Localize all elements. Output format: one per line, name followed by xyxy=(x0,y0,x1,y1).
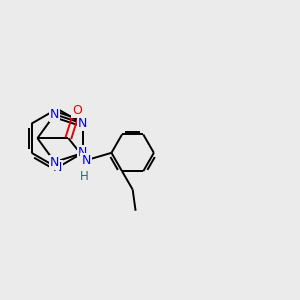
Text: N: N xyxy=(81,154,91,167)
Text: N: N xyxy=(78,146,87,159)
Text: N: N xyxy=(50,155,59,169)
Text: N: N xyxy=(78,117,87,130)
Text: N: N xyxy=(50,108,59,121)
Text: H: H xyxy=(80,170,89,183)
Text: N: N xyxy=(52,161,62,174)
Text: O: O xyxy=(72,104,82,117)
